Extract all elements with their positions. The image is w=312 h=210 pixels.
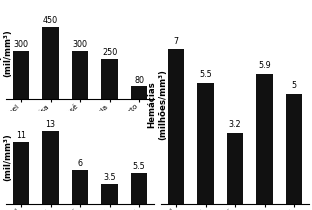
- Y-axis label: Hemácias
(milhões/mm³): Hemácias (milhões/mm³): [147, 70, 167, 140]
- Y-axis label: Glóbulos brancos
(mil/mm³): Glóbulos brancos (mil/mm³): [0, 115, 12, 199]
- Text: 7: 7: [173, 37, 178, 46]
- Text: 6: 6: [78, 159, 83, 168]
- Text: 3.5: 3.5: [103, 173, 116, 182]
- Text: 3.2: 3.2: [229, 120, 241, 129]
- Bar: [101, 59, 118, 99]
- Text: 80: 80: [134, 76, 144, 85]
- Y-axis label: Plaquetas
(mil/mm³): Plaquetas (mil/mm³): [0, 29, 12, 77]
- Bar: [42, 27, 59, 99]
- Bar: [13, 142, 29, 204]
- Bar: [197, 83, 214, 204]
- Bar: [42, 131, 59, 204]
- Bar: [227, 133, 243, 204]
- Bar: [72, 170, 88, 204]
- Bar: [72, 51, 88, 99]
- Text: 300: 300: [73, 40, 88, 49]
- Bar: [101, 184, 118, 204]
- Text: 250: 250: [102, 48, 117, 57]
- Text: 5.5: 5.5: [133, 162, 145, 171]
- Text: 5.5: 5.5: [199, 70, 212, 79]
- Text: 13: 13: [46, 120, 56, 129]
- Bar: [131, 87, 147, 99]
- Text: 300: 300: [13, 40, 28, 49]
- Bar: [13, 51, 29, 99]
- Text: 5: 5: [291, 81, 297, 90]
- Bar: [131, 173, 147, 204]
- Bar: [286, 93, 302, 204]
- Text: 11: 11: [16, 131, 26, 140]
- Text: 5.9: 5.9: [258, 61, 271, 70]
- Bar: [168, 50, 184, 204]
- Bar: [256, 74, 273, 204]
- Text: 450: 450: [43, 16, 58, 25]
